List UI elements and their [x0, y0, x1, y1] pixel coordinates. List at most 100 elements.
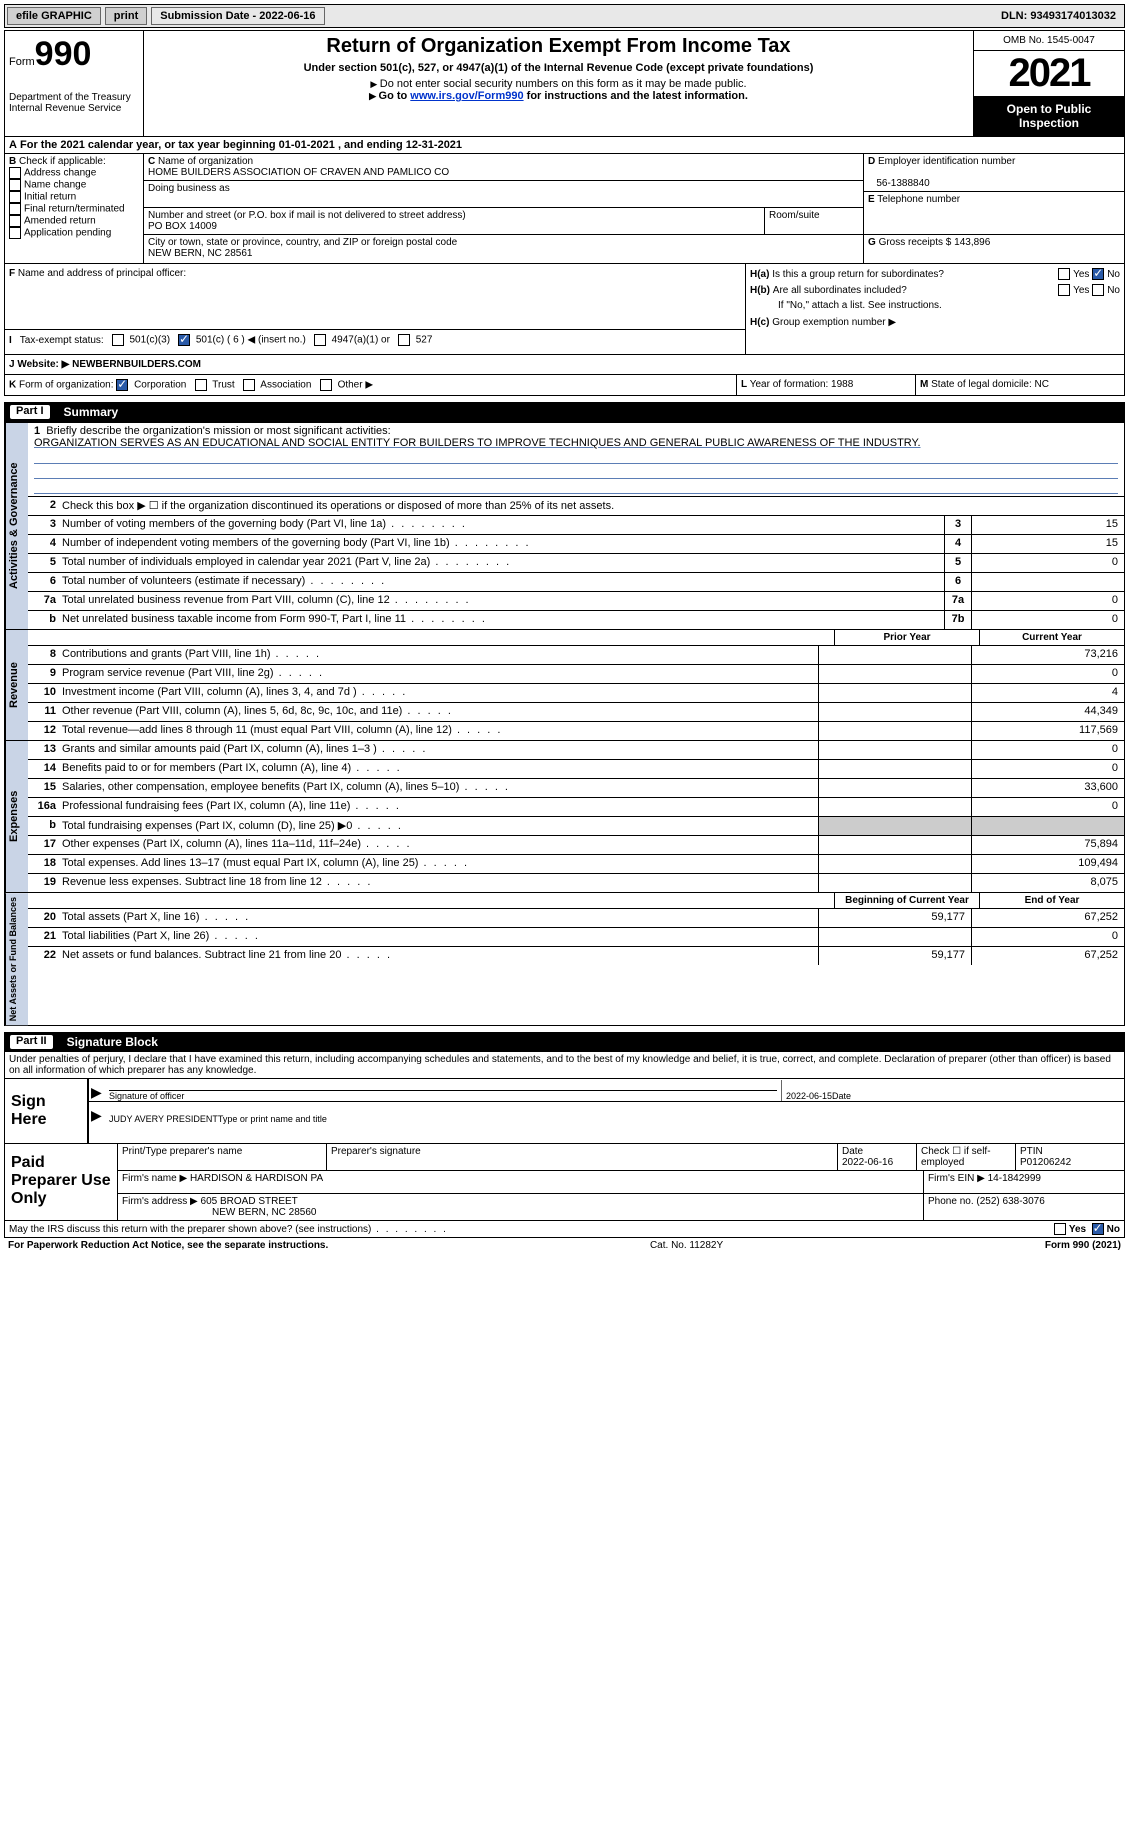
footer-mid: Cat. No. 11282Y: [328, 1240, 1045, 1251]
part2-label: Part II: [10, 1035, 53, 1049]
mission-num: 1: [34, 425, 40, 437]
name-change-label: Name change: [24, 180, 86, 191]
vert-governance: Activities & Governance: [5, 423, 28, 629]
summary-line: 14Benefits paid to or for members (Part …: [28, 760, 1124, 779]
irs-link[interactable]: www.irs.gov/Form990: [410, 90, 523, 102]
dln-label: DLN: 93493174013032: [1001, 10, 1122, 22]
phone-label: Telephone number: [877, 194, 960, 205]
gross-receipts-label: Gross receipts $: [879, 237, 952, 248]
prior-year-header: Prior Year: [834, 630, 979, 645]
ha-no-checkbox[interactable]: [1092, 268, 1104, 280]
header-year-box: OMB No. 1545-0047 2021 Open to Public In…: [974, 31, 1124, 136]
4947-label: 4947(a)(1) or: [332, 335, 390, 346]
two-col-header-net: Beginning of Current Year End of Year: [28, 893, 1124, 909]
initial-return-label: Initial return: [24, 192, 76, 203]
self-employed-check[interactable]: Check ☐ if self-employed: [917, 1144, 1016, 1170]
top-bar: efile GRAPHIC print Submission Date - 20…: [4, 4, 1125, 28]
rule-line: [34, 464, 1118, 479]
officer-name: JUDY AVERY PRESIDENT: [109, 1114, 218, 1124]
assoc-checkbox[interactable]: [243, 379, 255, 391]
hb-no-label: No: [1107, 285, 1120, 296]
footer-right: Form 990 (2021): [1045, 1240, 1121, 1251]
column-h: H(a) Is this a group return for subordin…: [746, 264, 1124, 354]
city-value: NEW BERN, NC 28561: [148, 248, 252, 259]
part1-title: Summary: [64, 405, 119, 419]
label-j: J: [9, 359, 15, 370]
gov-line: 4Number of independent voting members of…: [28, 535, 1124, 554]
527-label: 527: [416, 335, 433, 346]
sig-arrow-icon: ▶: [89, 1084, 105, 1101]
corp-checkbox[interactable]: [116, 379, 128, 391]
rule-line: [34, 449, 1118, 464]
name-change-checkbox[interactable]: [9, 179, 21, 191]
summary-line: 17Other expenses (Part IX, column (A), l…: [28, 836, 1124, 855]
firm-phone-label: Phone no.: [928, 1196, 974, 1207]
part1-gov-block: Activities & Governance 1 Briefly descri…: [4, 422, 1125, 630]
column-f-officer: F Name and address of principal officer:…: [5, 264, 746, 354]
501c-label: 501(c) ( 6 ) ◀ (insert no.): [196, 335, 306, 346]
row-klm: K Form of organization: Corporation Trus…: [4, 375, 1125, 396]
527-checkbox[interactable]: [398, 334, 410, 346]
firm-ein-label: Firm's EIN ▶: [928, 1173, 985, 1184]
trust-checkbox[interactable]: [195, 379, 207, 391]
initial-return-checkbox[interactable]: [9, 191, 21, 203]
current-year-header: Current Year: [979, 630, 1124, 645]
other-checkbox[interactable]: [320, 379, 332, 391]
sig-date-value: 2022-06-15: [786, 1091, 832, 1101]
discuss-label: May the IRS discuss this return with the…: [9, 1224, 1054, 1235]
header-form-box: Form990 Department of the Treasury Inter…: [5, 31, 144, 136]
application-pending-checkbox[interactable]: [9, 227, 21, 239]
vert-expenses: Expenses: [5, 741, 28, 892]
form-header: Form990 Department of the Treasury Inter…: [4, 30, 1125, 137]
assoc-label: Association: [260, 380, 311, 391]
org-name-label: Name of organization: [158, 156, 253, 167]
website-value: NEWBERNBUILDERS.COM: [69, 359, 201, 370]
hb-no-checkbox[interactable]: [1092, 284, 1104, 296]
print-button[interactable]: print: [105, 7, 147, 25]
gov-line: 5Total number of individuals employed in…: [28, 554, 1124, 573]
omb-number: OMB No. 1545-0047: [974, 31, 1124, 51]
firm-ein-value: 14-1842999: [988, 1173, 1041, 1184]
firm-name-label: Firm's name ▶: [122, 1173, 187, 1184]
tax-exempt-label: Tax-exempt status:: [20, 335, 104, 346]
website-label: Website: ▶: [17, 359, 69, 370]
address-change-checkbox[interactable]: [9, 167, 21, 179]
efile-button[interactable]: efile GRAPHIC: [7, 7, 101, 25]
501c3-checkbox[interactable]: [112, 334, 124, 346]
gross-receipts-value: 143,896: [954, 237, 990, 248]
mission-label: Briefly describe the organization's miss…: [46, 425, 390, 437]
label-hc: H(c): [750, 317, 769, 328]
discuss-no-checkbox[interactable]: [1092, 1223, 1104, 1235]
hb-label: Are all subordinates included?: [773, 285, 1058, 296]
form-number: 990: [35, 35, 92, 73]
hb-yes-checkbox[interactable]: [1058, 284, 1070, 296]
summary-line: 8Contributions and grants (Part VIII, li…: [28, 646, 1124, 665]
amended-return-checkbox[interactable]: [9, 215, 21, 227]
final-return-checkbox[interactable]: [9, 203, 21, 215]
prep-date-label: Date: [842, 1146, 863, 1157]
summary-line: 9Program service revenue (Part VIII, lin…: [28, 665, 1124, 684]
ha-yes-checkbox[interactable]: [1058, 268, 1070, 280]
501c-checkbox[interactable]: [178, 334, 190, 346]
street-label: Number and street (or P.O. box if mail i…: [148, 210, 466, 221]
form-word: Form: [9, 56, 35, 68]
room-label: Room/suite: [769, 210, 820, 221]
4947-checkbox[interactable]: [314, 334, 326, 346]
form-title: Return of Organization Exempt From Incom…: [150, 35, 967, 58]
tax-year: 2021: [974, 51, 1124, 96]
sign-here-label: Sign Here: [5, 1079, 89, 1143]
summary-line: 16aProfessional fundraising fees (Part I…: [28, 798, 1124, 817]
label-hb: H(b): [750, 285, 770, 296]
officer-label: Name and address of principal officer:: [18, 268, 186, 279]
firm-phone-value: (252) 638-3076: [976, 1196, 1044, 1207]
signature-declaration: Under penalties of perjury, I declare th…: [4, 1052, 1125, 1079]
note-goto-post: for instructions and the latest informat…: [524, 90, 748, 102]
beginning-year-header: Beginning of Current Year: [834, 893, 979, 908]
gov-line: 2Check this box ▶ ☐ if the organization …: [28, 497, 1124, 516]
note-ssn: Do not enter social security numbers on …: [380, 78, 747, 90]
section-bcd: B Check if applicable: Address change Na…: [4, 154, 1125, 264]
org-name: HOME BUILDERS ASSOCIATION OF CRAVEN AND …: [148, 167, 449, 178]
gov-line: bNet unrelated business taxable income f…: [28, 611, 1124, 629]
discuss-yes-checkbox[interactable]: [1054, 1223, 1066, 1235]
summary-line: 22Net assets or fund balances. Subtract …: [28, 947, 1124, 965]
